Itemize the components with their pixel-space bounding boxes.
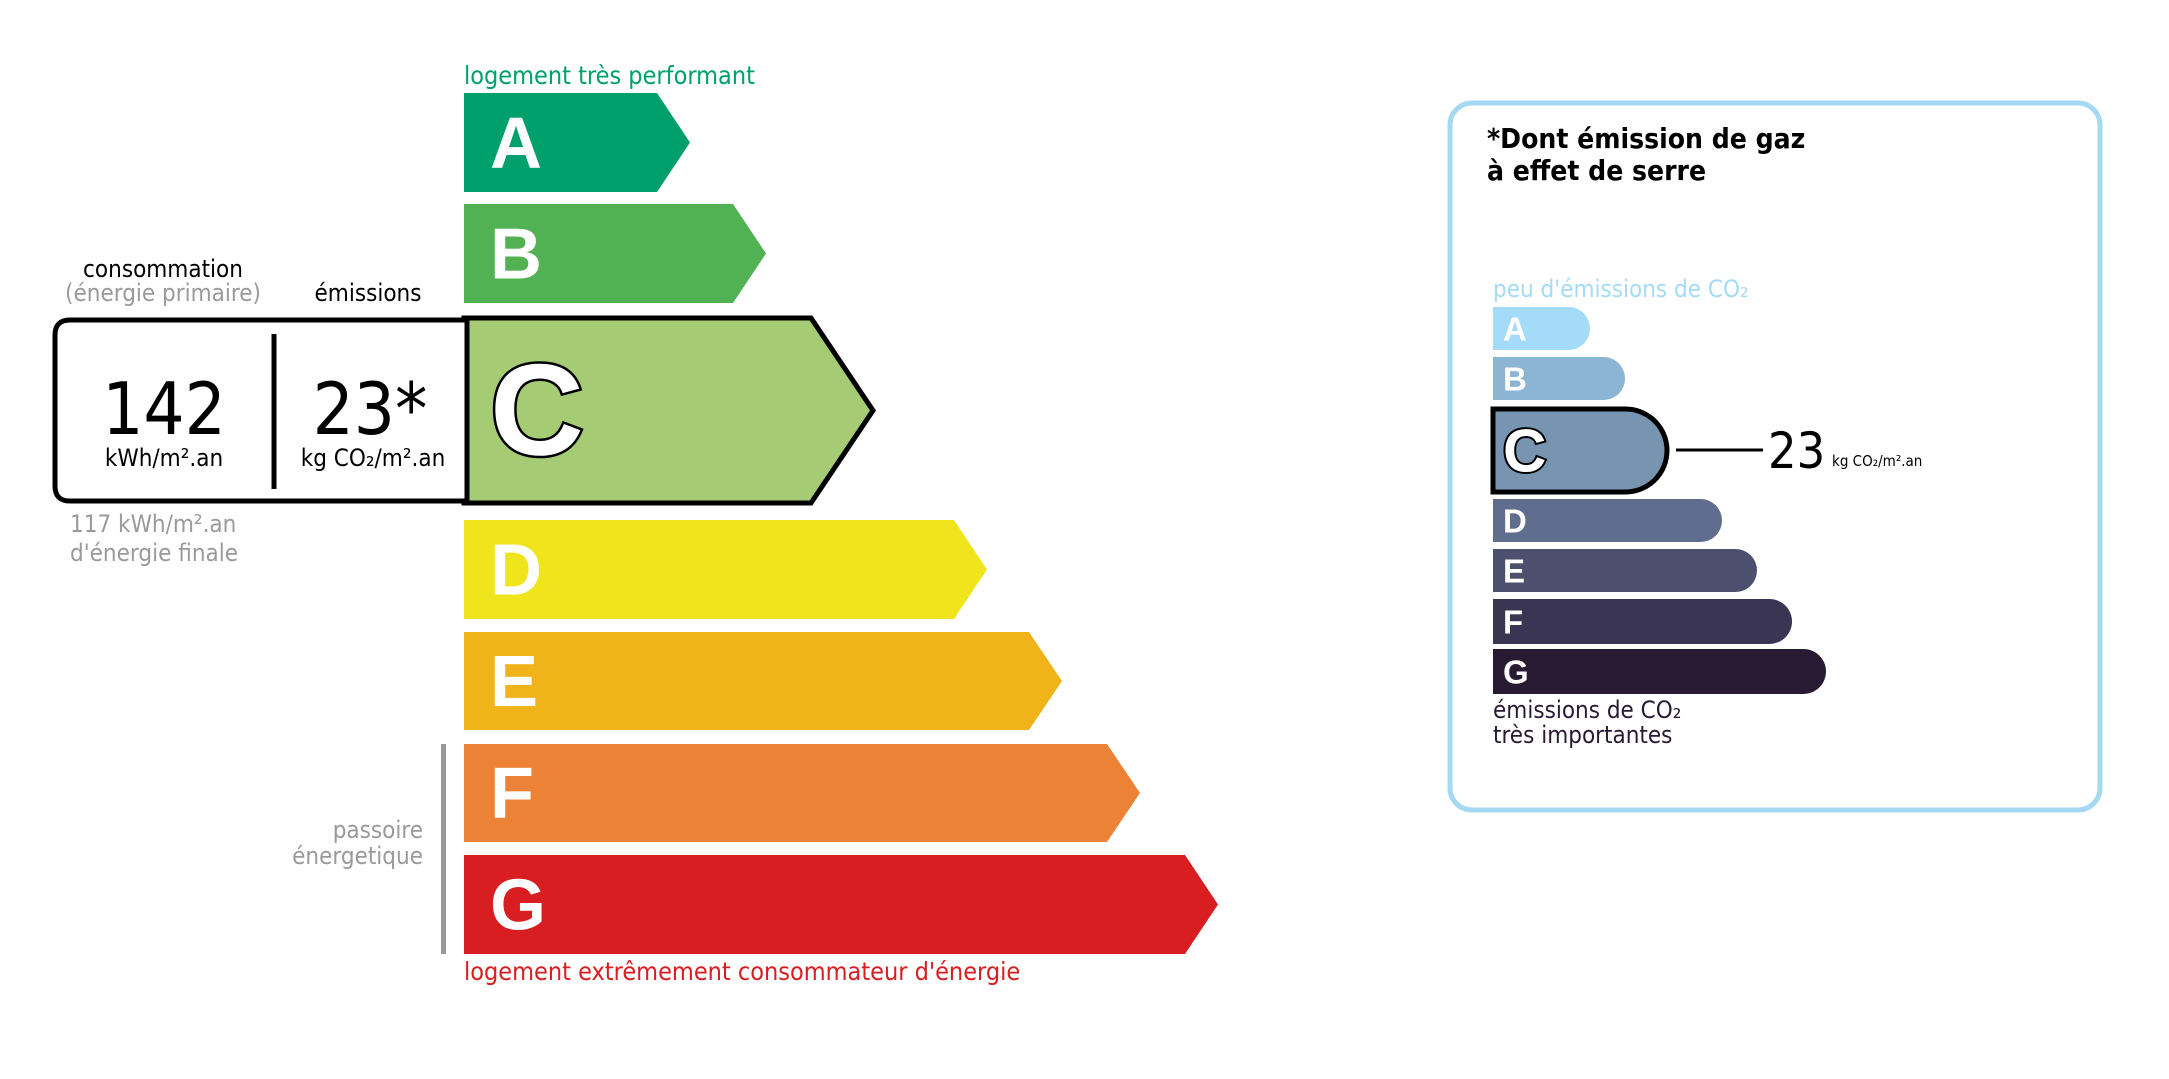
- energy-class-a-letter: A: [490, 104, 542, 184]
- ges-class-e-bar: [1493, 549, 1757, 592]
- consumption-subheader: (énergie primaire): [65, 279, 261, 307]
- ges-title-2: à effet de serre: [1487, 154, 1706, 187]
- ges-class-d-letter: D: [1503, 503, 1527, 540]
- energy-class-f-bar: [464, 744, 1140, 842]
- consumption-header: consommation: [83, 255, 243, 283]
- ges-class-a-bar: [1493, 307, 1590, 350]
- energy-class-e-bar: [464, 632, 1062, 730]
- ges-class-d-bar: [1493, 499, 1722, 542]
- ges-class-f-letter: F: [1503, 604, 1523, 641]
- ges-class-e-letter: E: [1503, 553, 1525, 590]
- energy-class-e-letter: E: [490, 642, 538, 722]
- energy-class-b-bar: [464, 204, 766, 303]
- energy-class-g-letter: G: [490, 866, 546, 946]
- passoire-label-1: passoire: [333, 816, 423, 844]
- ges-class-c-bar: [1490, 406, 1670, 495]
- ges-bottom-label-2: très importantes: [1493, 721, 1672, 749]
- ges-class-b-bar: [1493, 357, 1625, 400]
- energy-class-b-letter: B: [490, 215, 542, 295]
- energy-value-box: [52, 317, 470, 504]
- emissions-unit: kg CO₂/m².an: [301, 444, 446, 472]
- ges-class-g-letter: G: [1503, 654, 1529, 691]
- ges-bottom-label-1: émissions de CO₂: [1493, 696, 1681, 724]
- ges-class-f-bar: [1493, 599, 1793, 644]
- energy-class-a-bar: [464, 93, 690, 192]
- emissions-header: émissions: [315, 279, 422, 307]
- energy-top-label: logement très performant: [464, 61, 755, 90]
- consumption-value: 142: [102, 367, 226, 451]
- energy-class-f-letter: F: [490, 754, 534, 834]
- final-energy-label: d'énergie finale: [70, 539, 238, 567]
- energy-bottom-label: logement extrêmement consommateur d'éner…: [464, 957, 1020, 986]
- energy-class-d-bar: [464, 520, 987, 619]
- emissions-value: 23*: [313, 367, 428, 451]
- ges-value: 23: [1768, 422, 1825, 480]
- ges-title-1: *Dont émission de gaz: [1487, 122, 1805, 155]
- ges-top-label: peu d'émissions de CO₂: [1493, 275, 1749, 303]
- energy-class-c-letter: C: [490, 337, 584, 483]
- ges-class-a-letter: A: [1503, 311, 1527, 348]
- passoire-bracket: [441, 744, 446, 954]
- ges-class-c-letter: C: [1503, 418, 1546, 485]
- energy-class-g-bar: [464, 855, 1218, 954]
- energy-class-d-letter: D: [490, 531, 542, 611]
- ges-class-g-bar: [1493, 649, 1826, 694]
- final-energy-value: 117 kWh/m².an: [70, 510, 236, 538]
- passoire-label-2: énergetique: [292, 842, 423, 870]
- consumption-unit: kWh/m².an: [105, 444, 223, 472]
- ges-unit: kg CO₂/m².an: [1832, 452, 1922, 470]
- ges-class-b-letter: B: [1503, 361, 1527, 398]
